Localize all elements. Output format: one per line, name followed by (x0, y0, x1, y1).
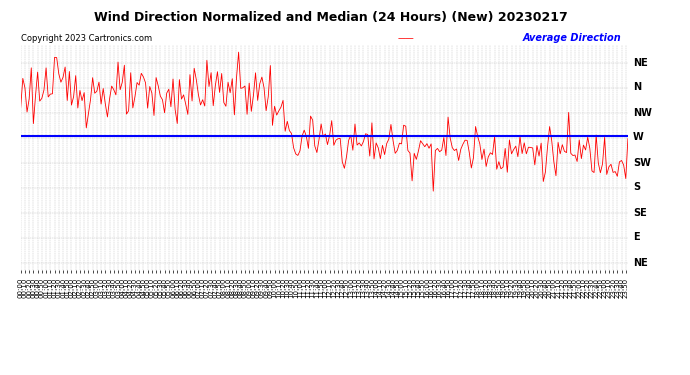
Text: Average Direction: Average Direction (523, 33, 622, 43)
Text: Wind Direction Normalized and Median (24 Hours) (New) 20230217: Wind Direction Normalized and Median (24… (95, 11, 568, 24)
Text: ——: —— (397, 34, 414, 43)
Text: Copyright 2023 Cartronics.com: Copyright 2023 Cartronics.com (21, 34, 152, 43)
